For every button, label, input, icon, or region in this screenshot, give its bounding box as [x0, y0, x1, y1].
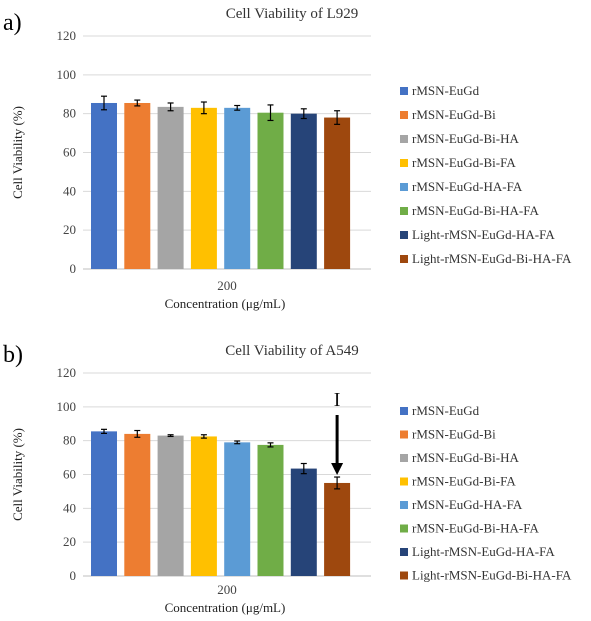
panel-b-legend-label: rMSN-EuGd: [412, 403, 480, 418]
panel-a-legend-swatch: [400, 183, 408, 191]
panel-a-bar: [124, 102, 151, 269]
panel-a-ytick-label: 80: [63, 106, 76, 121]
panel-b-legend-label: rMSN-EuGd-Bi: [412, 427, 496, 442]
panel-b-label: b): [3, 342, 23, 368]
panel-a-legend-label: rMSN-EuGd-Bi-HA: [412, 131, 519, 146]
panel-a-legend-label: Light-rMSN-EuGd-Bi-HA-FA: [412, 251, 572, 266]
panel-b-annotation-label: I: [334, 389, 341, 411]
panel-b-legend-swatch: [400, 571, 408, 580]
panel-b-bar: [124, 433, 151, 576]
panel-a-bar: [91, 102, 117, 269]
panel-a-ytick-label: 20: [63, 222, 76, 237]
panel-b-bar: [324, 482, 351, 576]
panel-b-legend-label: rMSN-EuGd-Bi-HA-FA: [412, 521, 539, 536]
panel-a-legend-swatch: [400, 135, 408, 143]
panel-a-legend-label: rMSN-EuGd-HA-FA: [412, 179, 523, 194]
panel-b-x-axis-label: Concentration (μg/mL): [165, 600, 286, 615]
panel-b-legend-label: rMSN-EuGd-Bi-FA: [412, 474, 516, 489]
panel-a-legend-label: rMSN-EuGd-Bi-HA-FA: [412, 203, 539, 218]
panel-b-bar: [257, 444, 284, 576]
panel-b-ytick-label: 20: [63, 534, 76, 549]
panel-b-y-axis-label: Cell Viability (%): [10, 428, 25, 521]
panel-a-legend-swatch: [400, 231, 408, 239]
panel-a-bar: [324, 117, 351, 269]
panel-a-y-axis-label: Cell Viability (%): [10, 106, 25, 199]
panel-a-ytick-label: 0: [70, 261, 77, 276]
panel-a-legend-swatch: [400, 111, 408, 119]
panel-b-bar: [190, 436, 217, 576]
panel-b-legend-label: Light-rMSN-EuGd-Bi-HA-FA: [412, 568, 572, 583]
panel-b-legend-swatch: [400, 548, 408, 556]
panel-a-ytick-label: 40: [63, 183, 76, 198]
panel-b-title: Cell Viability of A549: [225, 343, 358, 359]
panel-a-bar: [257, 112, 284, 269]
panel-a-legend-swatch: [400, 159, 408, 167]
panel-b-legend-swatch: [400, 430, 408, 439]
panel-b-bar: [224, 442, 251, 576]
panel-b-ytick-label: 100: [57, 399, 77, 414]
panel-a-ytick-label: 100: [57, 67, 77, 82]
panel-a-bar: [224, 107, 251, 269]
panel-b-ytick-label: 60: [63, 467, 76, 482]
panel-a-bar: [290, 113, 317, 270]
panel-b-legend-label: rMSN-EuGd-HA-FA: [412, 497, 523, 512]
panel-a-label: a): [3, 10, 22, 36]
panel-a-legend-swatch: [400, 207, 408, 215]
panel-a-bar: [190, 107, 217, 269]
panel-b-bar: [157, 435, 184, 576]
panel-b-legend-swatch: [400, 477, 408, 486]
panel-a-legend-label: rMSN-EuGd-Bi-FA: [412, 155, 516, 170]
panel-b-legend-swatch: [400, 407, 408, 415]
panel-a-legend-label: rMSN-EuGd-Bi: [412, 107, 496, 122]
panel-a-ytick-label: 120: [57, 28, 77, 43]
panel-b-ytick-label: 120: [57, 365, 77, 380]
panel-b-annotation-arrowhead: [331, 463, 344, 475]
panel-b-legend-swatch: [400, 454, 408, 462]
panel-b-legend-label: rMSN-EuGd-Bi-HA: [412, 450, 519, 465]
panel-b-legend-swatch: [400, 524, 408, 533]
panel-b-ytick-label: 40: [63, 500, 76, 515]
panel-b-legend-label: Light-rMSN-EuGd-HA-FA: [412, 544, 555, 559]
panel-b-legend-swatch: [400, 501, 408, 509]
panel-a-x-axis-label: Concentration (μg/mL): [165, 296, 286, 311]
panel-b-ytick-label: 0: [70, 568, 77, 583]
panel-a-title: Cell Viability of L929: [226, 6, 359, 22]
panel-a-legend-label: rMSN-EuGd: [412, 83, 480, 98]
panel-a-bar: [157, 106, 184, 269]
panel-b-bar: [290, 468, 317, 576]
panel-b-ytick-label: 80: [63, 433, 76, 448]
panel-a-legend-swatch: [400, 87, 408, 95]
panel-b-category-label: 200: [217, 582, 237, 597]
panel-a-legend-label: Light-rMSN-EuGd-HA-FA: [412, 227, 555, 242]
panel-a-legend-swatch: [400, 255, 408, 263]
panel-a-ytick-label: 60: [63, 145, 76, 160]
panel-b-bar: [91, 431, 117, 576]
panel-a-category-label: 200: [217, 278, 237, 293]
